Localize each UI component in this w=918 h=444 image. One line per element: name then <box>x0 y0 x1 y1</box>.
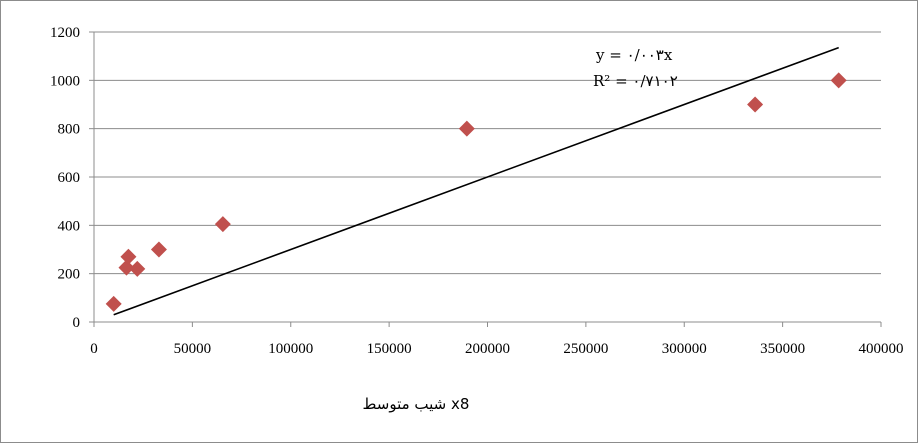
y-tick-800: 800 <box>58 122 81 138</box>
x-tick-250000: 250000 <box>563 341 608 357</box>
x-tick-labels: 0 50000 100000 150000 200000 250000 300000 3500… <box>90 341 903 357</box>
x-tick-100000: 100000 <box>268 341 313 357</box>
gridlines <box>94 31 881 275</box>
x-tick-300000: 300000 <box>662 341 707 357</box>
data-point-1 <box>105 295 122 312</box>
y-tick-1200: 1200 <box>50 25 80 41</box>
x-tick-150000: 150000 <box>367 341 412 357</box>
data-point-8 <box>747 96 764 113</box>
data-point-2 <box>118 259 135 276</box>
trendline <box>113 46 839 316</box>
data-point-6 <box>214 216 231 233</box>
y-tick-400: 400 <box>58 218 81 234</box>
r-squared-label: R² = ۰/۷۱۰۲ <box>593 72 678 90</box>
x-tick-50000: 50000 <box>174 341 212 357</box>
x-tick-350000: 350000 <box>760 341 805 357</box>
y-tick-0: 0 <box>73 315 81 331</box>
data-point-7 <box>458 120 475 137</box>
data-point-9 <box>830 72 847 89</box>
x-axis-label: شیب متوسط x8 <box>363 395 470 413</box>
x-tick-400000: 400000 <box>859 341 904 357</box>
data-point-4 <box>129 260 146 277</box>
trendline-equation: y = ۰/۰۰۳x <box>595 46 673 64</box>
trendline-line <box>113 46 839 316</box>
x-tick-200000: 200000 <box>465 341 510 357</box>
data-point-5 <box>150 241 167 258</box>
y-tick-1000: 1000 <box>50 73 80 89</box>
axes <box>89 31 882 327</box>
data-points <box>105 72 847 312</box>
data-point-3 <box>120 248 137 265</box>
y-tick-200: 200 <box>58 267 81 283</box>
x-tick-0: 0 <box>90 341 98 357</box>
y-tick-labels: 0 200 400 600 800 1000 1200 <box>50 25 80 331</box>
y-tick-600: 600 <box>58 170 81 186</box>
